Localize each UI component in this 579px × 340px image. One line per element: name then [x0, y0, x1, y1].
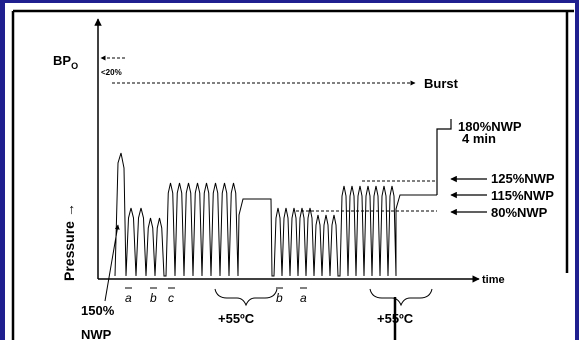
- burst-ramp: [436, 119, 452, 195]
- svg-text:c: c: [168, 291, 174, 305]
- diagram-frame: BPO <20% Burst 180%NWP 4 min 125%NWP 115…: [5, 3, 575, 340]
- label-115-nwp: 115%NWP: [491, 188, 554, 203]
- arrow-150: [104, 224, 120, 302]
- label-nwp: NWP: [81, 327, 112, 340]
- segment-label-b-2: b: [276, 287, 283, 305]
- segment-label-b-1: b: [150, 287, 157, 305]
- figure-border: [11, 9, 574, 340]
- burst-label: Burst: [424, 76, 459, 91]
- label-4-min: 4 min: [462, 131, 496, 146]
- temp-label-1: +55ºC: [218, 311, 255, 326]
- bp-label: BPO: [53, 53, 78, 71]
- svg-text:b: b: [150, 291, 157, 305]
- segment-label-a-1: a: [125, 287, 132, 305]
- y-axis-label: Pressure →: [61, 203, 77, 281]
- lt20-label: <20%: [101, 68, 122, 77]
- label-180-nwp: 180%NWP: [458, 119, 522, 134]
- pressure-curve: [114, 152, 437, 277]
- brace-1: [214, 288, 278, 307]
- x-axis-label: time: [482, 274, 505, 286]
- label-125-nwp: 125%NWP: [491, 171, 555, 186]
- label-150: 150%: [81, 303, 115, 318]
- svg-text:a: a: [300, 291, 307, 305]
- segment-label-c-1: c: [168, 287, 175, 305]
- segment-label-a-2: a: [300, 287, 307, 305]
- pressure-test-diagram: BPO <20% Burst 180%NWP 4 min 125%NWP 115…: [11, 9, 574, 340]
- svg-text:b: b: [276, 291, 283, 305]
- svg-text:a: a: [125, 291, 132, 305]
- brace-2: [369, 288, 433, 307]
- label-80-nwp: 80%NWP: [491, 205, 548, 220]
- temp-label-2: +55ºC: [377, 311, 414, 326]
